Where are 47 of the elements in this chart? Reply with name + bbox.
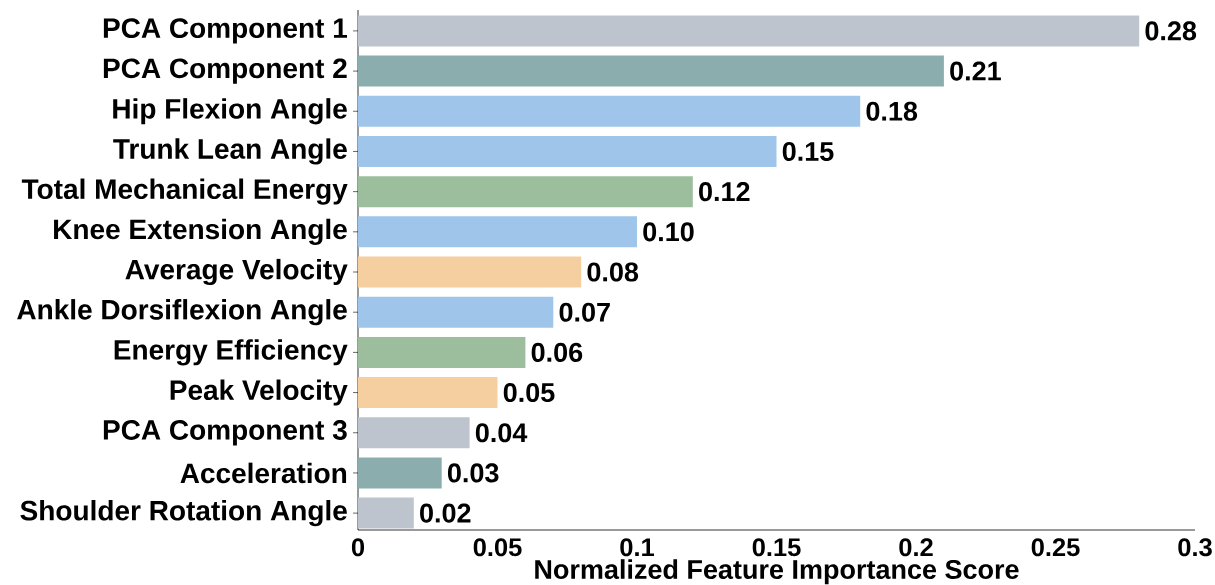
bar (358, 216, 637, 248)
bar (358, 15, 1140, 47)
bar (358, 377, 498, 409)
bar (358, 296, 554, 328)
data-label: 0.08 (587, 262, 639, 282)
x-tick-label: 0.25 (1031, 538, 1080, 557)
y-tick-label: Hip Flexion Angle (113, 98, 347, 125)
bar (358, 457, 442, 489)
x-tick-label: 0.05 (473, 538, 522, 557)
bar (358, 336, 526, 368)
bar (358, 497, 414, 529)
data-label: 0.06 (531, 342, 583, 362)
data-label: 0.15 (782, 141, 834, 162)
data-label: 0.04 (475, 423, 528, 443)
y-tick-label: Total Mechanical Energy (21, 178, 348, 205)
data-label: 0.21 (950, 61, 1001, 81)
bar (358, 176, 693, 208)
x-tick-label: 0.3 (1178, 538, 1212, 557)
x-axis-title: Normalized Feature Importance Score (535, 559, 1019, 585)
data-label: 0.18 (866, 101, 918, 121)
data-label: 0.03 (447, 463, 499, 483)
y-tick-label: PCA Component 2 (103, 58, 347, 84)
bar (358, 417, 470, 449)
y-tick-label: Energy Efficiency (114, 339, 348, 366)
data-label: 0.10 (643, 222, 694, 242)
data-label: 0.28 (1145, 21, 1197, 41)
y-tick-label: Trunk Lean Angle (113, 138, 347, 165)
y-tick-label: Acceleration (180, 462, 347, 484)
y-tick-label: Knee Extension Angle (54, 218, 347, 245)
x-tick-label: 0 (351, 538, 365, 557)
bar (358, 55, 944, 87)
data-label: 0.12 (699, 182, 750, 202)
bar (358, 95, 861, 127)
x-tick-label: 0.2 (899, 538, 933, 557)
y-tick-label: PCA Component 3 (103, 420, 347, 446)
data-label: 0.05 (503, 383, 555, 403)
y-tick-label: Peak Velocity (170, 379, 348, 406)
data-label: 0.02 (420, 503, 471, 523)
y-tick-label: Ankle Dorsiflexion Angle (17, 299, 347, 326)
y-tick-label: Shoulder Rotation Angle (20, 500, 347, 527)
y-tick-label: PCA Component 1 (103, 18, 347, 44)
y-tick-label: Average Velocity (125, 258, 348, 286)
bar (358, 256, 582, 288)
x-tick-label: 0.1 (620, 538, 655, 557)
x-tick-label: 0.15 (752, 538, 801, 557)
data-label: 0.07 (559, 302, 610, 322)
bar (358, 135, 777, 167)
